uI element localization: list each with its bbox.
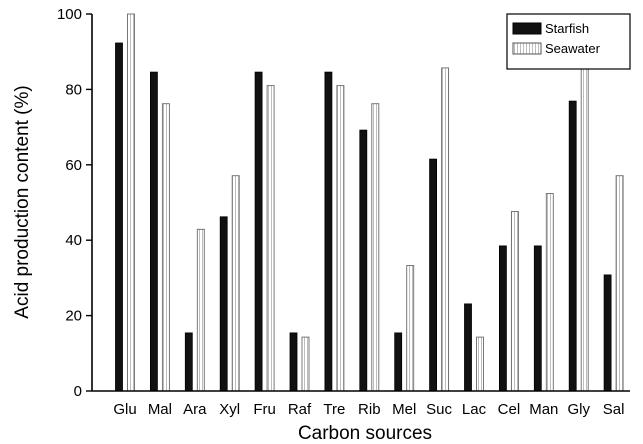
bar-seawater-gly — [580, 67, 589, 392]
y-tick-label-40: 40 — [65, 232, 82, 249]
y-axis-title: Acid production content (%) — [12, 85, 33, 318]
legend: Starfish Seawater — [506, 13, 631, 70]
bar-seawater-man — [545, 193, 554, 392]
y-tick-label-80: 80 — [65, 81, 82, 98]
bar-seawater-ara — [196, 228, 205, 392]
x-tick-label-cel: Cel — [498, 401, 521, 418]
bar-starfish-man — [533, 245, 542, 392]
bar-starfish-sal — [603, 274, 612, 392]
bar-seawater-cel — [510, 211, 519, 392]
bar-seawater-rib — [371, 103, 380, 392]
x-tick-label-raf: Raf — [288, 401, 312, 418]
bar-seawater-fru — [266, 85, 275, 392]
x-axis-ticks: Glu Mal Ara Xyl Fru Raf Tre Rib Mel Suc Lac Cel Man G… — [113, 401, 624, 418]
bar-starfish-gly — [568, 100, 577, 392]
x-tick-label-ara: Ara — [183, 401, 207, 418]
bar-starfish-rib — [359, 129, 368, 392]
legend-label-starfish: Starfish — [545, 21, 589, 36]
bar-starfish-ara — [184, 332, 193, 392]
bar-starfish-raf — [289, 332, 298, 392]
x-tick-label-gly: Gly — [567, 401, 590, 418]
bar-starfish-fru — [254, 71, 263, 392]
bar-seawater-sal — [615, 175, 624, 392]
x-tick-label-man: Man — [529, 401, 558, 418]
x-tick-label-mal: Mal — [148, 401, 172, 418]
y-tick-label-20: 20 — [65, 308, 82, 325]
bar-starfish-mel — [394, 332, 403, 392]
legend-label-seawater: Seawater — [545, 41, 601, 56]
bar-starfish-tre — [324, 71, 333, 392]
bar-starfish-lac — [464, 303, 472, 392]
bar-seawater-lac — [476, 336, 484, 392]
bar-seawater-suc — [441, 67, 450, 392]
bar-seawater-glu — [127, 13, 135, 392]
x-tick-label-suc: Suc — [426, 401, 452, 418]
y-tick-label-100: 100 — [57, 6, 82, 23]
bar-seawater-xyl — [231, 175, 240, 392]
bar-seawater-mal — [161, 103, 170, 392]
bar-seawater-mel — [406, 265, 415, 392]
x-tick-label-mel: Mel — [392, 401, 416, 418]
x-tick-label-tre: Tre — [323, 401, 345, 418]
bar-starfish-cel — [498, 245, 507, 392]
bars-layer — [115, 13, 624, 392]
x-tick-label-sal: Sal — [603, 401, 625, 418]
x-tick-label-glu: Glu — [113, 401, 136, 418]
legend-swatch-seawater — [512, 42, 542, 55]
bar-starfish-mal — [149, 71, 158, 392]
bar-starfish-glu — [115, 42, 123, 392]
x-axis-title: Carbon sources — [298, 423, 432, 444]
bar-seawater-raf — [301, 336, 310, 392]
bar-seawater-tre — [336, 85, 345, 392]
x-tick-label-lac: Lac — [462, 401, 487, 418]
bar-starfish-xyl — [219, 216, 228, 392]
bar-starfish-suc — [429, 158, 438, 392]
legend-swatch-starfish — [512, 22, 542, 35]
x-tick-label-xyl: Xyl — [219, 401, 240, 418]
x-tick-label-fru: Fru — [253, 401, 276, 418]
x-tick-label-rib: Rib — [358, 401, 381, 418]
y-tick-label-60: 60 — [65, 157, 82, 174]
legend-box — [506, 13, 631, 70]
y-tick-label-0: 0 — [74, 383, 82, 400]
y-axis-ticks: 0 20 40 60 80 100 — [57, 6, 92, 400]
